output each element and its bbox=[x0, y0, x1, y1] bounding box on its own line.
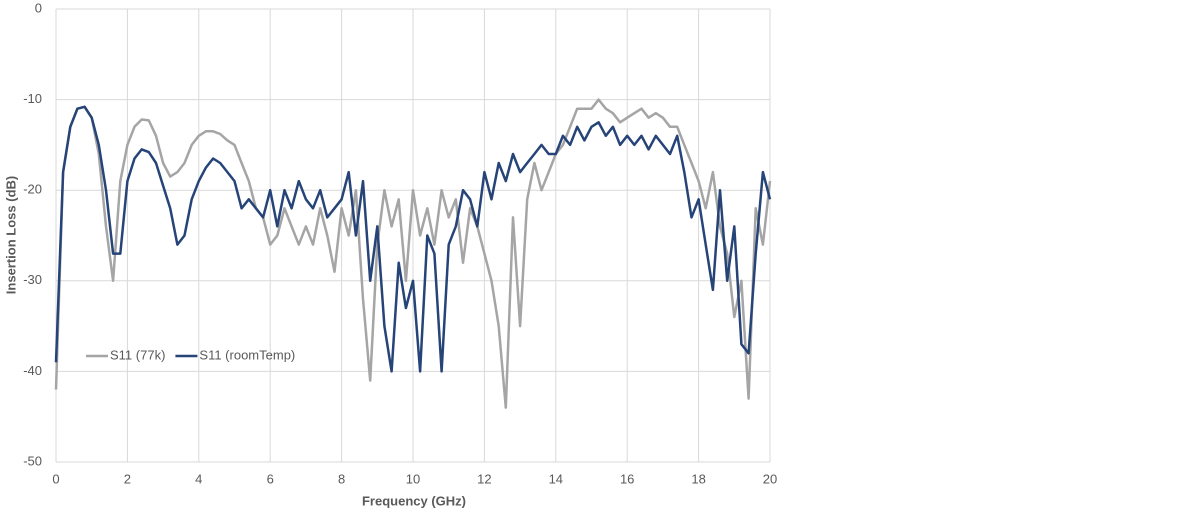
x-axis-title: Frequency (GHz) bbox=[362, 493, 466, 508]
x-tick-label: 2 bbox=[124, 471, 131, 486]
x-tick-label: 8 bbox=[338, 471, 345, 486]
x-tick-label: 12 bbox=[477, 471, 491, 486]
x-tick-label: 4 bbox=[195, 471, 202, 486]
y-tick-label: -10 bbox=[23, 91, 42, 106]
data-line bbox=[54, 98, 772, 409]
x-tick-label: 18 bbox=[691, 471, 705, 486]
x-tick-label: 14 bbox=[549, 471, 563, 486]
x-tick-label: 6 bbox=[267, 471, 274, 486]
y-tick-label: -50 bbox=[23, 453, 42, 468]
y-tick-label: -40 bbox=[23, 363, 42, 378]
x-tick-label: 10 bbox=[406, 471, 420, 486]
legend-label: S11 (roomTemp) bbox=[199, 347, 295, 362]
legend-label: S11 (77k) bbox=[110, 347, 165, 362]
y-axis-title: Insertion Loss (dB) bbox=[3, 176, 18, 294]
y-tick-label: -20 bbox=[23, 182, 42, 197]
y-tick-label: 0 bbox=[35, 0, 42, 15]
x-tick-label: 0 bbox=[52, 471, 59, 486]
x-tick-label: 20 bbox=[763, 471, 777, 486]
data-line bbox=[54, 105, 772, 373]
x-tick-label: 16 bbox=[620, 471, 634, 486]
y-tick-label: -30 bbox=[23, 272, 42, 287]
